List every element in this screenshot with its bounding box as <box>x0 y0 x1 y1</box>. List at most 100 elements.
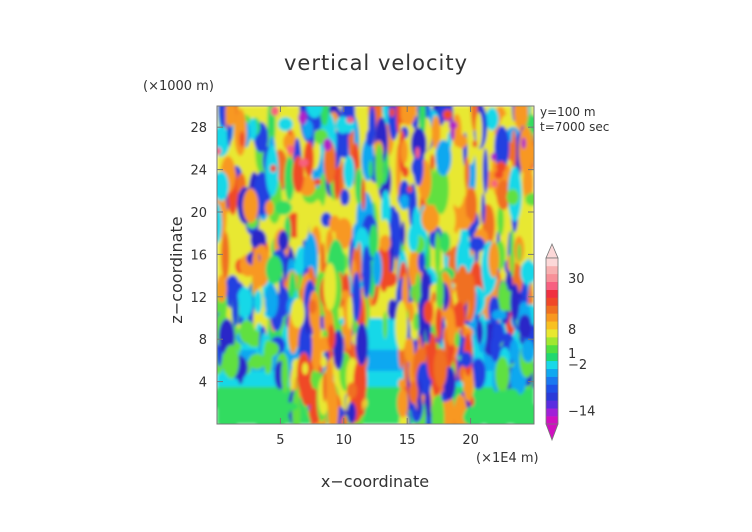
x-unit-label: (×1E4 m) <box>476 451 539 466</box>
x-tick-label: 20 <box>462 433 479 448</box>
heatmap-cell <box>432 163 449 215</box>
heatmap-cell <box>436 272 444 312</box>
heatmap-cell <box>239 131 245 148</box>
heatmap-cell <box>456 134 468 149</box>
heatmap-cell <box>322 138 332 151</box>
heatmap-cell <box>353 359 367 404</box>
heatmap-cell <box>277 230 289 251</box>
heatmap-cell <box>223 344 239 379</box>
heatmap-cell <box>329 215 341 233</box>
heatmap-cell <box>518 314 532 339</box>
heatmap-cell <box>431 393 445 424</box>
colorbar-swatch <box>546 352 558 362</box>
heatmap-cell <box>217 274 227 303</box>
heatmap-cell <box>407 224 419 253</box>
y-tick-label: 4 <box>199 376 207 391</box>
heatmap-cell <box>449 342 455 357</box>
heatmap-cell <box>387 298 398 320</box>
heatmap-cell <box>465 120 476 165</box>
colorbar-swatch <box>546 329 558 338</box>
heatmap-cell <box>512 416 534 424</box>
colorbar-tick-label: 30 <box>568 272 585 287</box>
y-unit-label: (×1000 m) <box>143 79 214 94</box>
heatmap-cell <box>346 116 355 124</box>
heatmap-cell <box>323 140 336 184</box>
heatmap-cell <box>325 359 334 410</box>
heatmap-cell <box>242 188 259 223</box>
heatmap-cell <box>397 388 409 418</box>
heatmap-field <box>217 106 534 424</box>
heatmap-cell <box>415 147 420 159</box>
heatmap-cell <box>270 106 280 117</box>
heatmap-cell <box>494 170 504 179</box>
heatmap-cell <box>263 339 273 375</box>
heatmap-cell <box>518 126 534 176</box>
heatmap-cell <box>236 286 253 319</box>
heatmap-cell <box>320 106 330 127</box>
heatmap-cell <box>490 334 501 362</box>
colorbar-frame <box>545 257 559 425</box>
heatmap-cell <box>252 247 260 299</box>
x-axis-label: x−coordinate <box>321 472 429 491</box>
annotation-t: t=7000 sec <box>540 120 609 134</box>
heatmap-cell <box>400 139 408 165</box>
y-tick-label: 28 <box>190 121 207 136</box>
heatmap-cell <box>305 312 310 335</box>
heatmap-cell <box>399 194 410 210</box>
y-tick-label: 12 <box>190 291 207 306</box>
y-axis-label: z−coordinate <box>167 216 186 323</box>
heatmap-cell <box>446 307 456 347</box>
heatmap-cell <box>451 166 465 208</box>
heatmap-cell <box>494 125 510 170</box>
heatmap-cell <box>439 231 451 254</box>
heatmap-cell <box>435 307 442 341</box>
heatmap-cell <box>430 154 435 170</box>
heatmap-cell <box>497 205 505 236</box>
colorbar-swatch <box>546 400 558 409</box>
heatmap-cell <box>478 398 493 416</box>
colorbar-swatch <box>546 408 558 417</box>
heatmap-cell <box>287 145 295 155</box>
heatmap-cell <box>400 221 406 246</box>
colorbar-swatch <box>546 416 558 425</box>
heatmap-cell <box>472 140 478 148</box>
heatmap-cell <box>327 324 336 350</box>
heatmap-cell <box>281 355 289 393</box>
colorbar-swatch <box>546 258 558 267</box>
colorbar-top-arrow <box>545 242 559 259</box>
heatmap-cell <box>414 286 419 304</box>
heatmap-cell <box>517 243 522 262</box>
colorbar <box>545 242 559 442</box>
colorbar-swatch <box>546 289 558 298</box>
heatmap-cell <box>270 164 277 173</box>
heatmap-cell <box>488 241 500 278</box>
heatmap-cell <box>369 224 379 259</box>
heatmap-cell <box>496 161 507 173</box>
heatmap-cell <box>333 329 344 370</box>
heatmap-cell <box>434 231 441 276</box>
colorbar-swatch <box>546 321 558 330</box>
chart-title: vertical velocity <box>284 51 468 75</box>
heatmap-cell <box>303 140 314 177</box>
heatmap-cell <box>320 356 327 368</box>
heatmap-cell <box>275 200 293 215</box>
heatmap-cell <box>217 203 222 244</box>
colorbar-tick-label: 1 <box>568 347 576 362</box>
heatmap-cell <box>503 394 524 403</box>
annotation-block: y=100 m t=7000 sec <box>540 105 609 134</box>
heatmap-cell <box>452 301 466 329</box>
heatmap-cell <box>482 148 489 194</box>
heatmap-cell <box>408 381 419 404</box>
plot-frame <box>216 105 535 425</box>
heatmap-cell <box>217 171 229 202</box>
heatmap-cell <box>347 402 357 424</box>
heatmap-cell <box>506 189 520 206</box>
heatmap-cell <box>346 382 358 399</box>
heatmap-cell <box>343 155 355 189</box>
heatmap-cell <box>253 289 263 314</box>
heatmap-cell <box>290 298 305 328</box>
heatmap-cell <box>413 312 420 332</box>
heatmap-cell <box>368 160 373 179</box>
colorbar-swatch <box>546 297 558 306</box>
